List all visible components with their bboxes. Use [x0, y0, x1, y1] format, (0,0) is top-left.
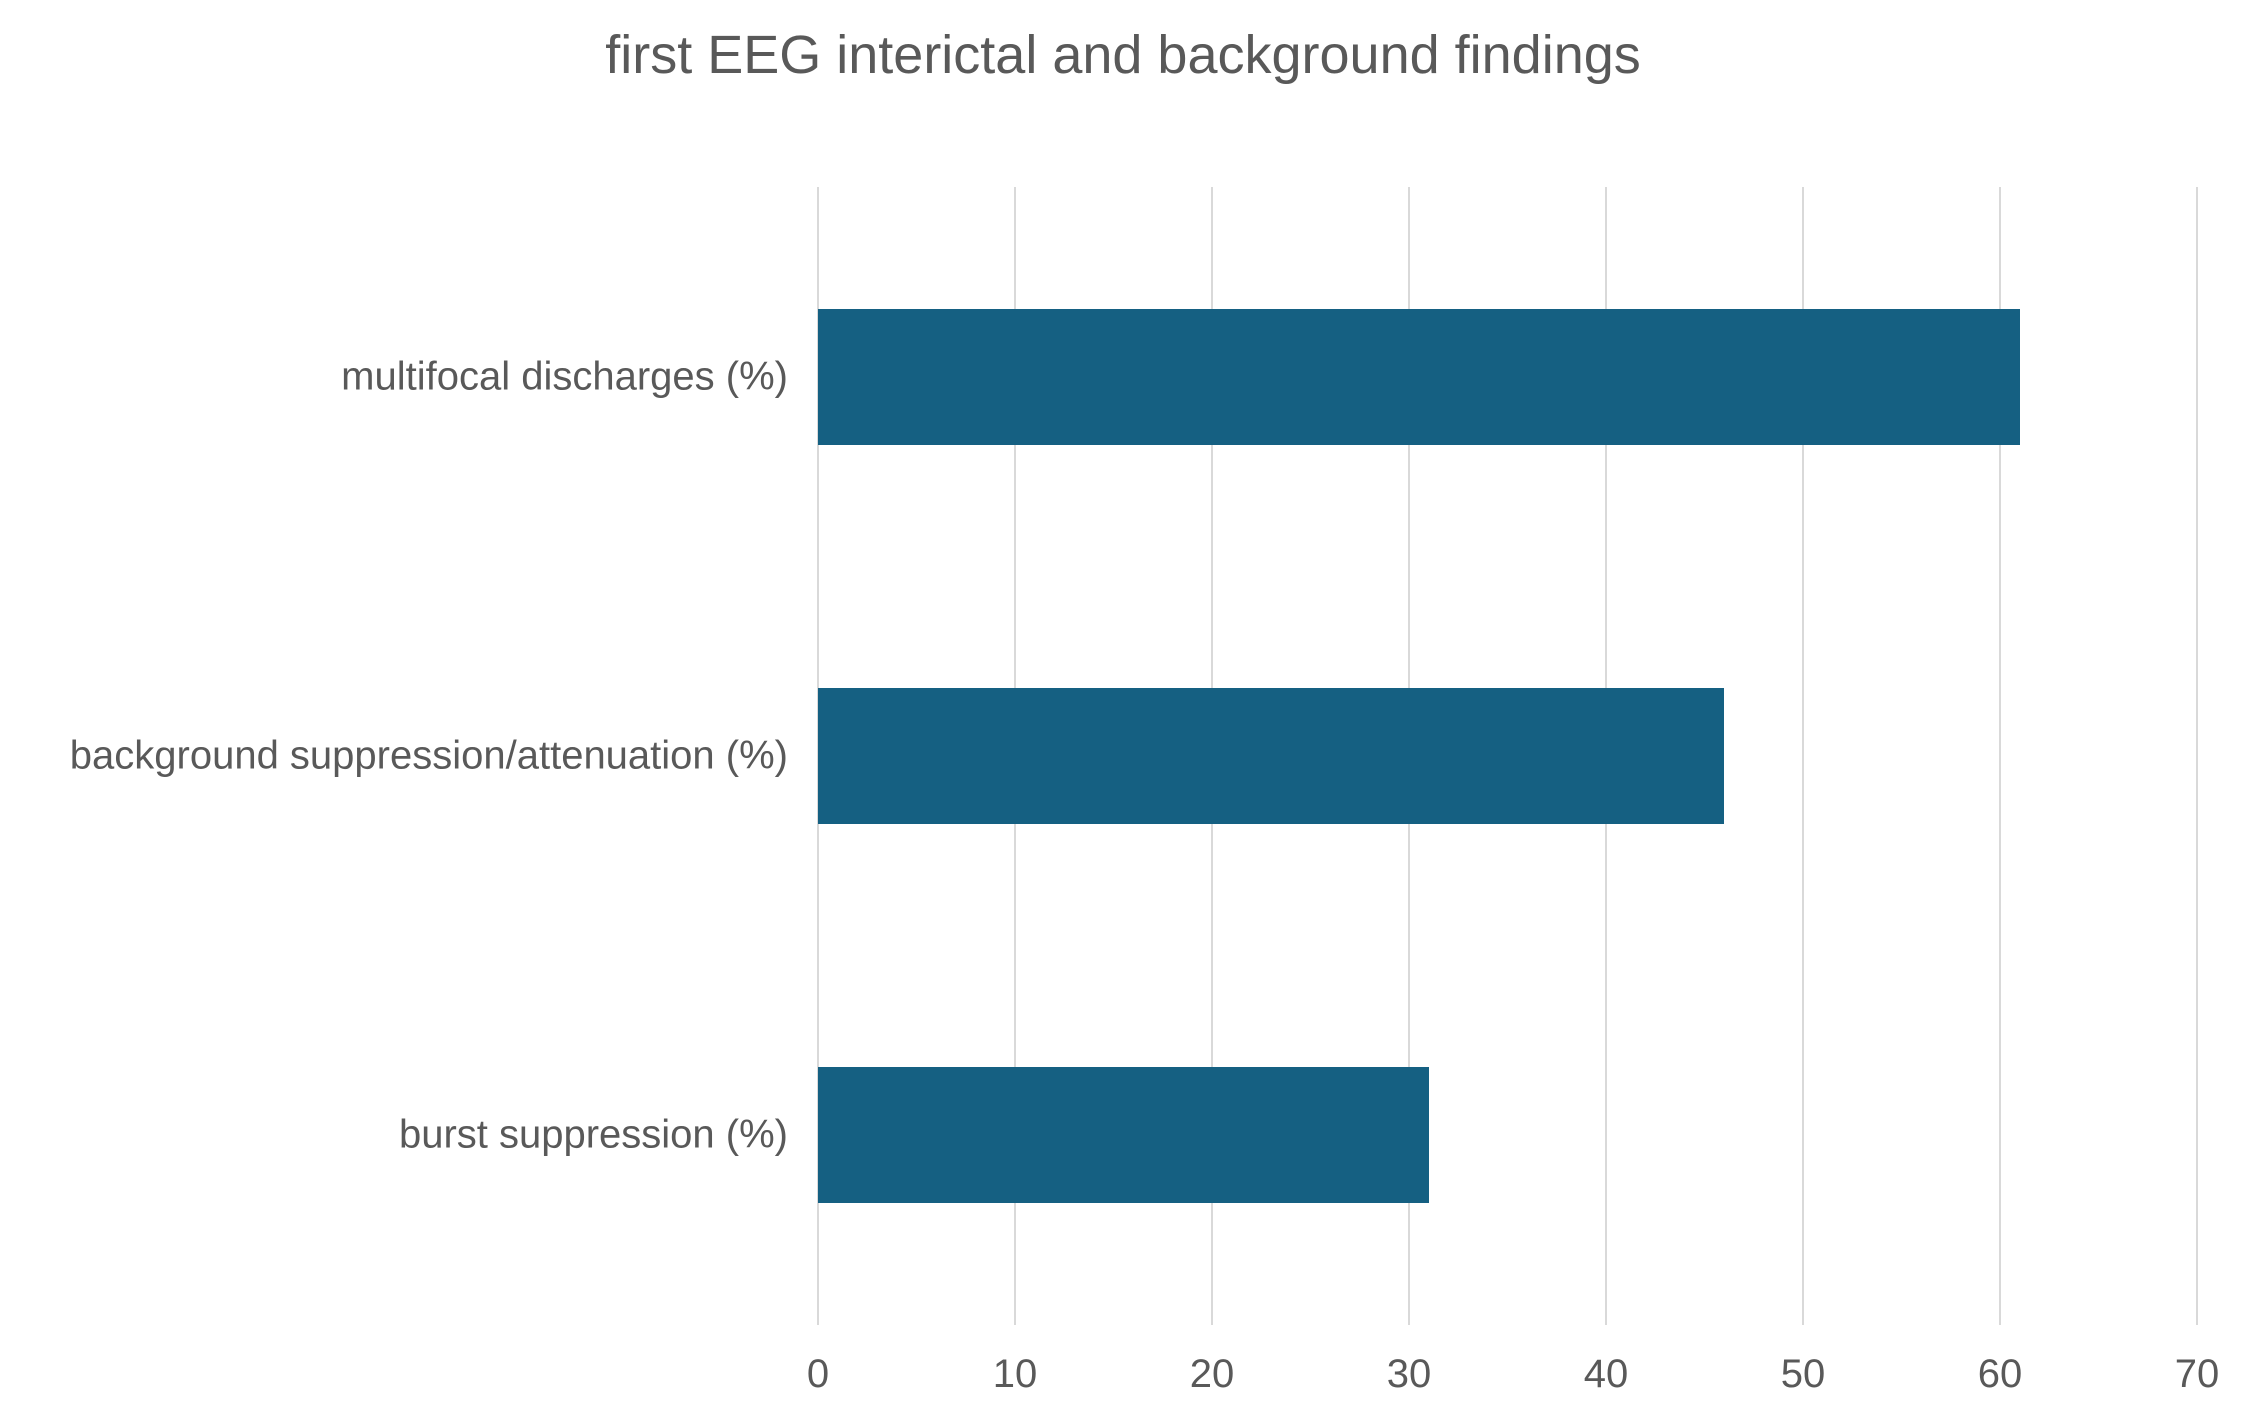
plot-area [817, 187, 2198, 1325]
x-tick-label: 0 [806, 1352, 830, 1396]
category-label: multifocal discharges (%) [341, 354, 788, 399]
x-axis: 0 10 20 30 40 50 60 70 [807, 1352, 2219, 1412]
category-label: burst suppression (%) [398, 1112, 788, 1157]
category-label: background suppression/attenuation (%) [69, 733, 788, 778]
x-tick-label: 10 [992, 1352, 1038, 1396]
chart-title: first EEG interictal and background find… [605, 25, 1641, 85]
gridline-x-60 [1999, 187, 2001, 1325]
gridline-x-70 [2196, 187, 2198, 1325]
x-tick-label: 40 [1583, 1352, 1629, 1396]
gridline-x-50 [1802, 187, 1804, 1325]
x-tick-label: 20 [1189, 1352, 1235, 1396]
category-axis: multifocal discharges (%) background supp… [0, 187, 788, 1325]
bar-2 [818, 688, 1725, 824]
x-tick-label: 60 [1977, 1352, 2023, 1396]
x-tick-label: 30 [1386, 1352, 1432, 1396]
x-tick-label: 50 [1780, 1352, 1826, 1396]
bar-3 [818, 1067, 1429, 1204]
x-tick-label: 70 [2174, 1352, 2220, 1396]
bar-1 [818, 308, 2020, 445]
